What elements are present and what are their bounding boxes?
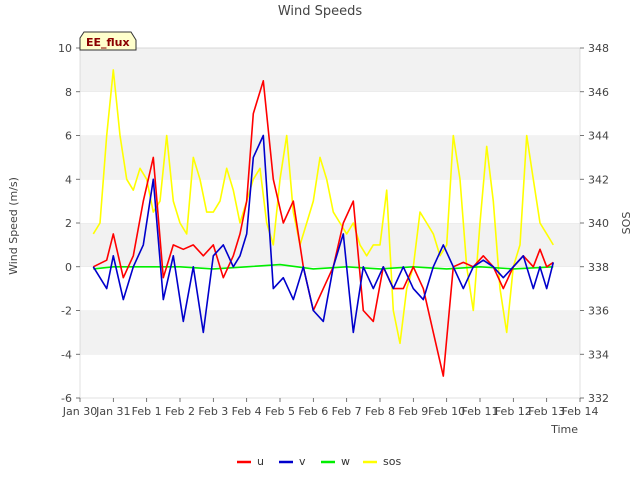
legend-item-v: v xyxy=(279,455,306,468)
grid-band xyxy=(80,91,580,136)
y2-tick-label: 344 xyxy=(588,130,609,143)
site-badge-label: EE_flux xyxy=(86,36,130,49)
site-badge: EE_flux xyxy=(79,31,137,51)
x-tick-label: Feb 1 xyxy=(132,405,162,418)
y2-axis-title: SOS xyxy=(620,212,633,235)
legend-label: v xyxy=(299,455,306,468)
y2-tick-label: 340 xyxy=(588,217,609,230)
x-tick-label: Feb 2 xyxy=(165,405,195,418)
legend-item-w: w xyxy=(321,455,350,468)
y2-tick-label: 336 xyxy=(588,305,609,318)
grid-band xyxy=(80,354,580,398)
y-axis-ticks: -6 -4 -2 0 2 4 6 8 10 xyxy=(58,42,80,405)
y2-tick-label: 332 xyxy=(588,392,609,405)
y-tick-label: 0 xyxy=(65,261,72,274)
grid-band xyxy=(80,310,580,355)
x-tick-label: Feb 11 xyxy=(462,405,499,418)
legend-label: sos xyxy=(383,455,401,468)
y-tick-label: 10 xyxy=(58,42,72,55)
y-tick-label: 2 xyxy=(65,217,72,230)
series-line-u xyxy=(92,80,554,377)
x-tick-label: Feb 10 xyxy=(428,405,465,418)
y-axis-title: Wind Speed (m/s) xyxy=(7,177,20,275)
grid-band xyxy=(80,179,580,223)
chart-title: Wind Speeds xyxy=(278,4,363,19)
x-tick-label: Feb 5 xyxy=(265,405,295,418)
y2-tick-label: 334 xyxy=(588,348,609,361)
series-line-w xyxy=(93,263,554,270)
series-layer xyxy=(92,69,555,377)
y2-tick-label: 346 xyxy=(588,86,609,99)
grid-band xyxy=(80,223,580,267)
x-tick-label: Feb 3 xyxy=(198,405,228,418)
y2-tick-label: 338 xyxy=(588,261,609,274)
y2-tick-label: 342 xyxy=(588,173,609,186)
x-tick-label: Jan 31 xyxy=(95,405,130,418)
x-tick-label: Jan 30 xyxy=(62,405,97,418)
x-tick-label: Feb 8 xyxy=(365,405,395,418)
x-tick-label: Feb 6 xyxy=(298,405,328,418)
legend-label: u xyxy=(257,455,264,468)
x-tick-label: Feb 13 xyxy=(528,405,565,418)
y-tick-label: 8 xyxy=(65,86,72,99)
grid-bands xyxy=(80,47,580,398)
x-tick-label: Feb 12 xyxy=(495,405,532,418)
x-tick-label: Feb 4 xyxy=(232,405,262,418)
x-tick-label: Feb 7 xyxy=(332,405,362,418)
x-tick-label: Feb 14 xyxy=(562,405,599,418)
series-line-v xyxy=(92,134,555,334)
legend-item-sos: sos xyxy=(363,455,401,468)
legend-label: w xyxy=(341,455,350,468)
grid-band xyxy=(80,48,580,92)
legend: u v w sos xyxy=(237,455,401,468)
y-tick-label: -4 xyxy=(61,348,72,361)
y-tick-label: 4 xyxy=(65,173,72,186)
y2-tick-label: 348 xyxy=(588,42,609,55)
y-tick-label: -2 xyxy=(61,305,72,318)
y-tick-label: -6 xyxy=(61,392,72,405)
site-badge-box xyxy=(79,31,137,51)
legend-item-u: u xyxy=(237,455,264,468)
y2-axis-ticks: 332 334 336 338 340 342 344 346 348 xyxy=(580,42,609,405)
y-tick-label: 6 xyxy=(65,130,72,143)
x-tick-label: Feb 9 xyxy=(398,405,428,418)
x-axis-title: Time xyxy=(550,423,578,436)
